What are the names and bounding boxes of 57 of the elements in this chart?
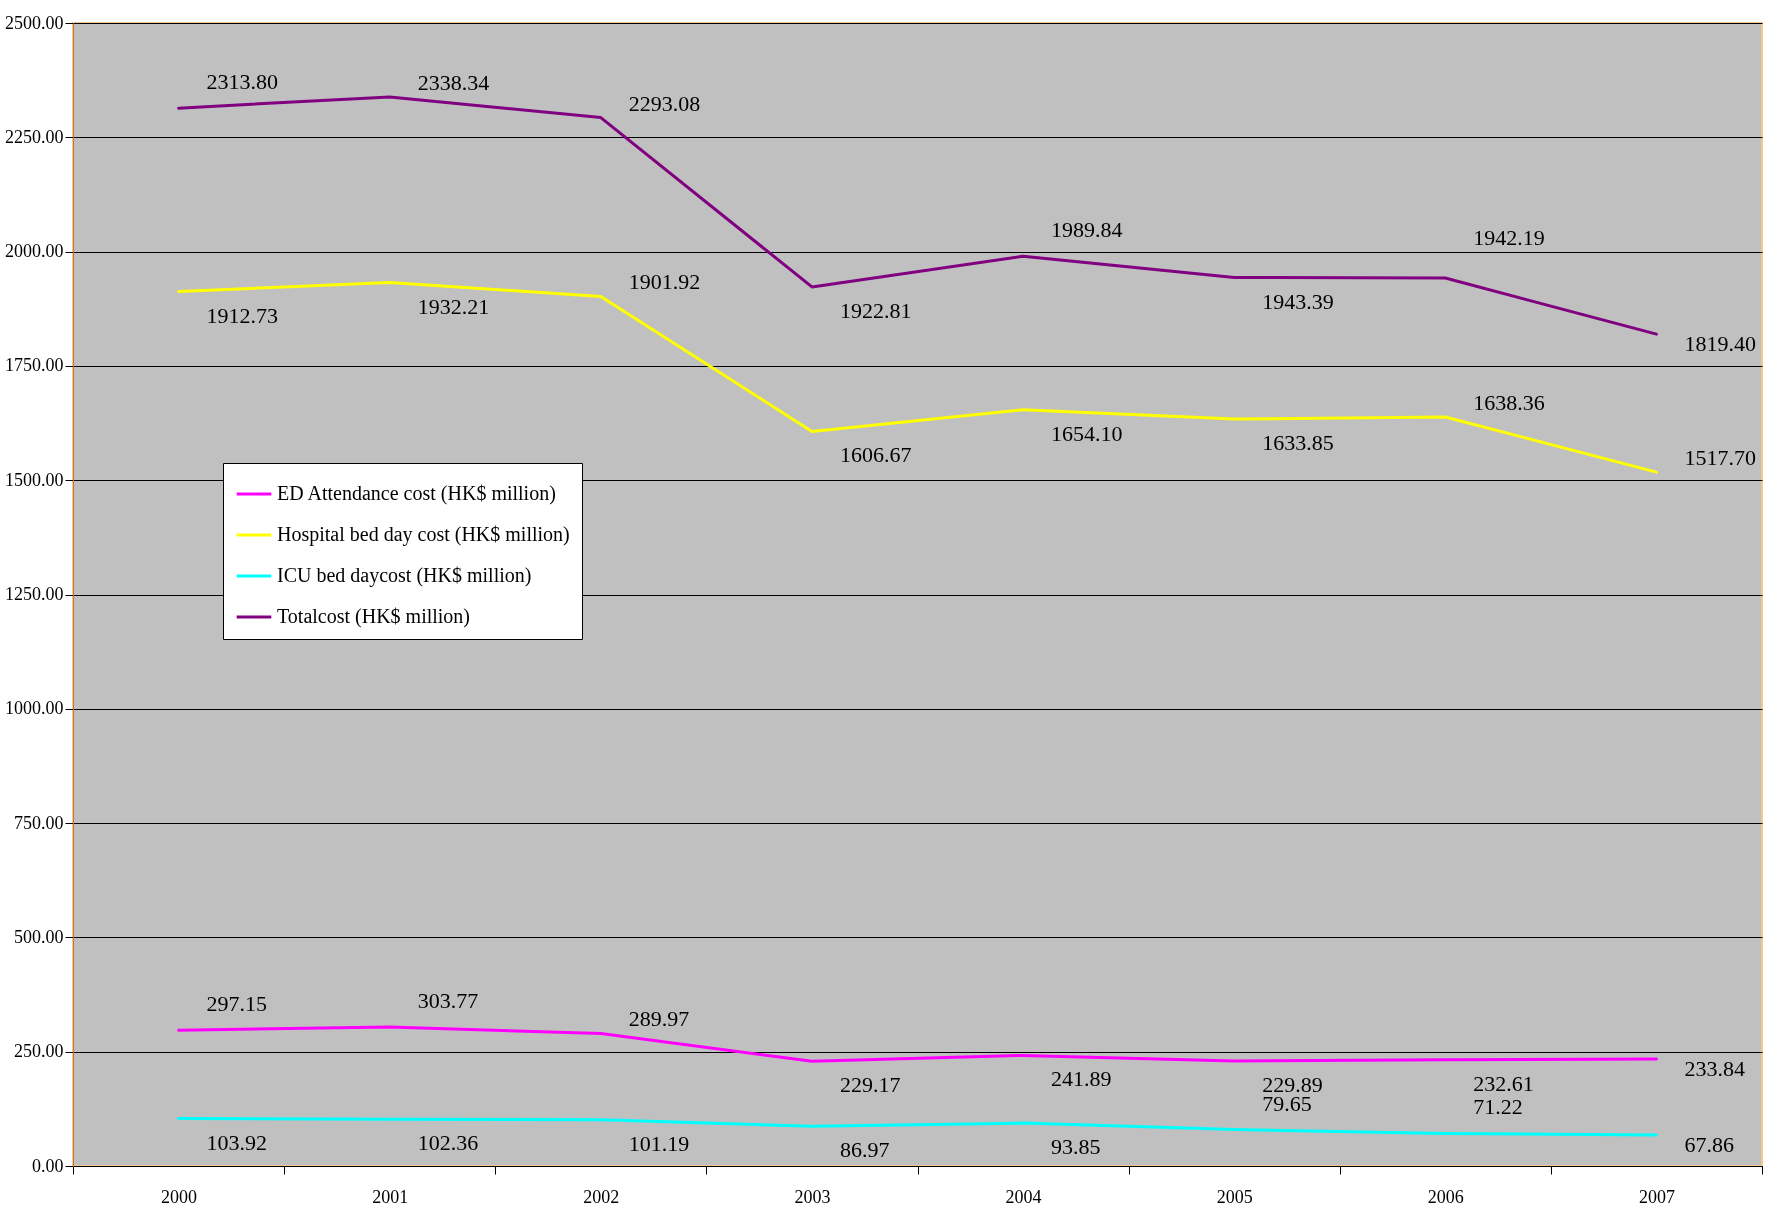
data-label: 303.77 — [417, 988, 479, 1014]
data-label: 2313.80 — [206, 69, 279, 95]
data-label: 86.97 — [839, 1137, 890, 1163]
legend-label: Totalcost (HK$ million) — [277, 605, 471, 628]
data-label: 229.17 — [839, 1072, 901, 1098]
data-label: 93.85 — [1051, 1134, 1101, 1160]
y-tick-label: 500.00 — [14, 926, 64, 947]
data-label: 1633.85 — [1262, 430, 1334, 456]
data-label: 1912.73 — [206, 302, 279, 328]
x-tick-label: 2001 — [372, 1186, 409, 1207]
line-series — [177, 1025, 1658, 1063]
data-label: 232.61 — [1473, 1070, 1534, 1096]
x-tick-label: 2007 — [1638, 1186, 1675, 1207]
y-tick-label: 1000.00 — [5, 698, 64, 719]
y-tick-label: 1250.00 — [5, 584, 64, 604]
data-label: 101.19 — [628, 1130, 690, 1156]
x-tick-label: 2002 — [583, 1186, 620, 1207]
y-tick-label: 1500.00 — [5, 469, 64, 490]
data-label: 1901.92 — [628, 269, 701, 295]
x-tick-label: 2000 — [161, 1186, 198, 1207]
y-tick-label: 2250.00 — [5, 126, 64, 147]
data-label: 1989.84 — [1051, 217, 1123, 243]
y-tick-label: 0.00 — [32, 1155, 64, 1176]
x-tick-label: 2004 — [1005, 1186, 1042, 1207]
data-label: 1654.10 — [1051, 420, 1123, 446]
data-label: 289.97 — [628, 1006, 690, 1032]
data-label: 2293.08 — [628, 90, 701, 116]
x-tick-label: 2003 — [794, 1186, 831, 1207]
data-label: 297.15 — [206, 991, 268, 1017]
data-label: 233.84 — [1684, 1056, 1745, 1082]
data-label: 67.86 — [1684, 1132, 1734, 1157]
data-label: 1819.40 — [1684, 331, 1756, 357]
data-label: 1932.21 — [417, 293, 490, 319]
x-tick-label: 2005 — [1216, 1186, 1253, 1207]
legend-label: Hospital bed day cost (HK$ million) — [277, 523, 570, 546]
legend-label: ED Attendance cost (HK$ million) — [277, 482, 556, 505]
data-label: 1517.70 — [1684, 445, 1756, 471]
data-label: 1922.81 — [839, 297, 912, 323]
data-label: 1942.19 — [1473, 224, 1545, 250]
data-label: 229.89 — [1262, 1071, 1323, 1097]
y-tick-label: 1750.00 — [5, 355, 64, 376]
legend-label: ICU bed daycost (HK$ million) — [277, 564, 532, 587]
line-series — [177, 1116, 1658, 1137]
data-label: 103.92 — [206, 1129, 268, 1155]
y-tick-label: 2000.00 — [5, 241, 64, 262]
data-label: 71.22 — [1473, 1094, 1523, 1120]
line-series — [177, 95, 1658, 336]
x-tick-label: 2006 — [1427, 1186, 1464, 1207]
data-label: 1943.39 — [1262, 288, 1334, 314]
y-tick-label: 750.00 — [14, 812, 64, 833]
y-tick-label: 250.00 — [14, 1041, 64, 1062]
data-label: 2338.34 — [417, 69, 490, 95]
data-label: 1606.67 — [839, 442, 912, 468]
data-label: 241.89 — [1051, 1066, 1112, 1092]
y-tick-label: 2500.00 — [5, 12, 64, 33]
data-label: 102.36 — [417, 1130, 479, 1156]
data-label: 1638.36 — [1473, 389, 1545, 415]
